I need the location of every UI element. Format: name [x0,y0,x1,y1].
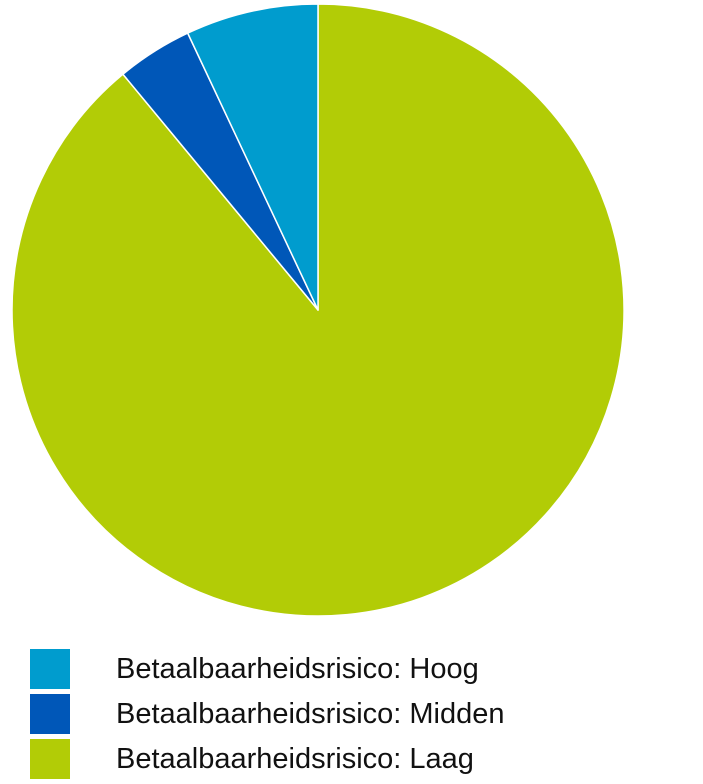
legend-item: Betaalbaarheidsrisico: Midden [30,694,505,734]
legend: Betaalbaarheidsrisico: Hoog Betaalbaarhei… [30,649,505,779]
legend-item: Betaalbaarheidsrisico: Hoog [30,649,479,689]
legend-label: Betaalbaarheidsrisico: Laag [116,743,474,775]
pie-slice-3 [186,3,319,311]
pie-slices [11,3,625,617]
legend-label: Betaalbaarheidsrisico: Midden [116,698,505,730]
legend-item: Betaalbaarheidsrisico: Laag [30,739,474,779]
legend-label: Betaalbaarheidsrisico: Hoog [116,653,479,685]
legend-swatch [30,649,70,689]
legend-swatch [30,694,70,734]
legend-swatch [30,739,70,779]
